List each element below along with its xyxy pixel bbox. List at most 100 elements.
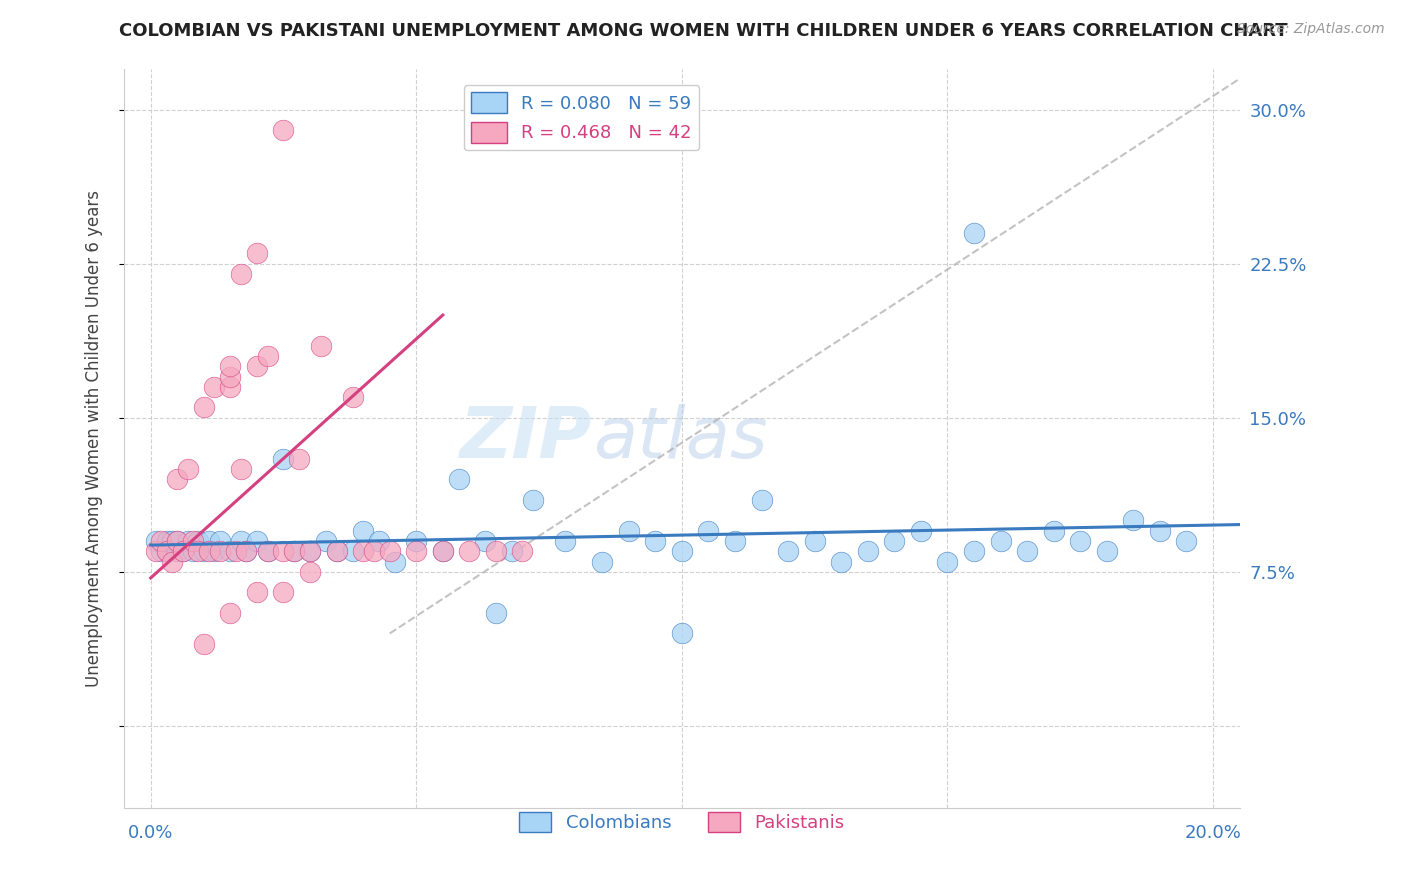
Point bbox=[1017, 544, 1039, 558]
Point bbox=[671, 544, 693, 558]
Point bbox=[156, 544, 179, 558]
Point bbox=[856, 544, 879, 558]
Point bbox=[522, 492, 544, 507]
Point bbox=[225, 544, 247, 558]
Point bbox=[830, 555, 852, 569]
Point bbox=[299, 565, 322, 579]
Point bbox=[325, 544, 347, 558]
Point bbox=[342, 544, 364, 558]
Point bbox=[156, 534, 179, 549]
Point bbox=[160, 555, 183, 569]
Point bbox=[219, 544, 242, 558]
Point bbox=[172, 544, 194, 558]
Text: Source: ZipAtlas.com: Source: ZipAtlas.com bbox=[1237, 22, 1385, 37]
Point bbox=[187, 534, 209, 549]
Point bbox=[229, 267, 252, 281]
Point bbox=[256, 349, 278, 363]
Text: atlas: atlas bbox=[592, 404, 768, 473]
Point bbox=[342, 390, 364, 404]
Point bbox=[219, 606, 242, 620]
Point bbox=[309, 339, 332, 353]
Point bbox=[150, 544, 173, 558]
Point bbox=[368, 534, 391, 549]
Point bbox=[1042, 524, 1064, 538]
Point bbox=[273, 544, 295, 558]
Point bbox=[187, 544, 209, 558]
Point bbox=[352, 544, 374, 558]
Point bbox=[617, 524, 640, 538]
Point bbox=[145, 534, 167, 549]
Point bbox=[378, 544, 401, 558]
Point bbox=[697, 524, 720, 538]
Point bbox=[751, 492, 773, 507]
Point bbox=[198, 544, 221, 558]
Point bbox=[1095, 544, 1118, 558]
Point bbox=[273, 585, 295, 599]
Point bbox=[352, 524, 374, 538]
Point bbox=[1122, 513, 1144, 527]
Point bbox=[208, 544, 231, 558]
Point bbox=[177, 462, 200, 476]
Point bbox=[299, 544, 322, 558]
Point bbox=[204, 544, 226, 558]
Point bbox=[405, 534, 427, 549]
Point bbox=[474, 534, 496, 549]
Point bbox=[778, 544, 800, 558]
Point bbox=[1175, 534, 1198, 549]
Point bbox=[724, 534, 747, 549]
Point bbox=[458, 544, 481, 558]
Point bbox=[172, 544, 194, 558]
Point bbox=[193, 401, 215, 415]
Point bbox=[229, 534, 252, 549]
Point bbox=[150, 534, 173, 549]
Point bbox=[485, 544, 508, 558]
Point bbox=[990, 534, 1012, 549]
Point bbox=[1149, 524, 1171, 538]
Point bbox=[166, 544, 188, 558]
Point bbox=[246, 359, 269, 374]
Point bbox=[166, 534, 188, 549]
Text: ZIP: ZIP bbox=[460, 404, 592, 473]
Legend: Colombians, Pakistanis: Colombians, Pakistanis bbox=[512, 805, 852, 839]
Point bbox=[273, 451, 295, 466]
Point bbox=[160, 534, 183, 549]
Point bbox=[554, 534, 576, 549]
Point bbox=[145, 544, 167, 558]
Point bbox=[432, 544, 454, 558]
Point bbox=[193, 637, 215, 651]
Point bbox=[512, 544, 534, 558]
Point bbox=[910, 524, 932, 538]
Point bbox=[219, 380, 242, 394]
Point bbox=[181, 544, 204, 558]
Point bbox=[405, 544, 427, 558]
Point bbox=[299, 544, 322, 558]
Point bbox=[671, 626, 693, 640]
Point bbox=[963, 544, 986, 558]
Text: COLOMBIAN VS PAKISTANI UNEMPLOYMENT AMONG WOMEN WITH CHILDREN UNDER 6 YEARS CORR: COLOMBIAN VS PAKISTANI UNEMPLOYMENT AMON… bbox=[118, 22, 1288, 40]
Point bbox=[219, 369, 242, 384]
Point bbox=[246, 246, 269, 260]
Point bbox=[229, 462, 252, 476]
Point bbox=[644, 534, 666, 549]
Point bbox=[883, 534, 905, 549]
Text: 0.0%: 0.0% bbox=[128, 824, 173, 842]
Point bbox=[936, 555, 959, 569]
Text: 20.0%: 20.0% bbox=[1184, 824, 1241, 842]
Point bbox=[591, 555, 613, 569]
Point bbox=[283, 544, 305, 558]
Point bbox=[166, 472, 188, 486]
Point bbox=[208, 534, 231, 549]
Point bbox=[156, 544, 179, 558]
Point bbox=[432, 544, 454, 558]
Point bbox=[256, 544, 278, 558]
Point bbox=[363, 544, 385, 558]
Y-axis label: Unemployment Among Women with Children Under 6 years: Unemployment Among Women with Children U… bbox=[86, 190, 103, 687]
Point bbox=[803, 534, 825, 549]
Point bbox=[501, 544, 523, 558]
Point bbox=[288, 451, 311, 466]
Point bbox=[198, 534, 221, 549]
Point bbox=[447, 472, 470, 486]
Point bbox=[181, 534, 204, 549]
Point bbox=[315, 534, 337, 549]
Point bbox=[177, 534, 200, 549]
